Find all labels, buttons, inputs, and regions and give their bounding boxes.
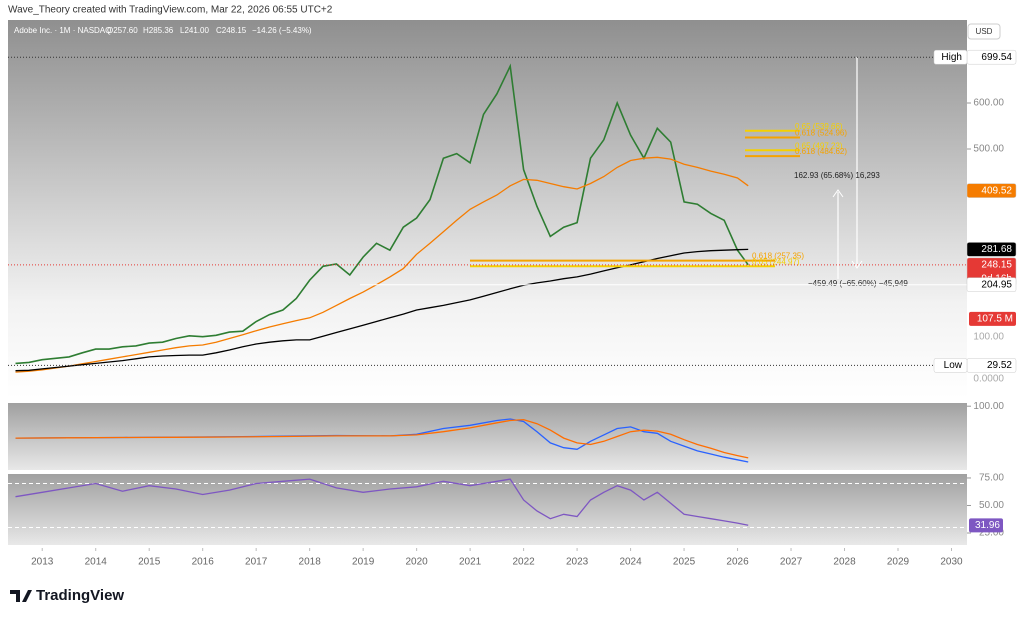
rsi-tag-box bbox=[969, 518, 1003, 533]
measure-label: −459.49 (−65.60%) −45,949 bbox=[808, 279, 908, 288]
price-tag: 699.54 bbox=[981, 52, 1012, 63]
x-tick-label: 2028 bbox=[833, 557, 856, 568]
volume-tag-box bbox=[969, 311, 1016, 326]
y-tick-label: 500.00 bbox=[973, 144, 1004, 155]
price-tag: 281.68 bbox=[981, 244, 1012, 255]
price-tag: 409.52 bbox=[981, 185, 1012, 196]
series-line bbox=[15, 478, 749, 526]
x-tick-label: 2024 bbox=[619, 557, 642, 568]
volume-tick-label: 100.00 bbox=[973, 332, 1004, 343]
x-tick-label: 2013 bbox=[31, 557, 54, 568]
macd-pane bbox=[8, 403, 967, 470]
x-tick-label: 2030 bbox=[940, 557, 963, 568]
y-tick-label: 75.00 bbox=[979, 473, 1004, 484]
fib-label: 0.618 (257.35) bbox=[752, 252, 804, 261]
x-tick-label: 2016 bbox=[192, 557, 215, 568]
close: C248.15 bbox=[216, 26, 247, 35]
x-tick-label: 2019 bbox=[352, 557, 375, 568]
price-tag-box bbox=[966, 183, 1017, 198]
x-tick-label: 2025 bbox=[673, 557, 696, 568]
price-tag-name: High bbox=[941, 52, 962, 63]
fib-label: 0.65 (244.97) bbox=[752, 257, 800, 266]
arrow-head bbox=[832, 189, 844, 198]
fib-label: 0.618 (524.96) bbox=[795, 129, 847, 138]
price-tag: 204.95 bbox=[981, 279, 1012, 290]
low: L241.00 bbox=[180, 26, 209, 35]
price-tag-name-box bbox=[933, 358, 968, 373]
series-line bbox=[15, 418, 749, 459]
price-tag-box bbox=[966, 242, 1017, 257]
fib-label: 0.618 (484.62) bbox=[795, 147, 847, 156]
open: O257.60 bbox=[107, 26, 138, 35]
price-tag-box bbox=[966, 277, 1017, 292]
price-tag: 29.52 bbox=[987, 360, 1012, 371]
x-tick-label: 2021 bbox=[459, 557, 482, 568]
volume-tag: 107.5 M bbox=[977, 313, 1013, 324]
high: H285.36 bbox=[143, 26, 174, 35]
x-tick-label: 2020 bbox=[406, 557, 429, 568]
credit: Wave_Theory created with TradingView.com… bbox=[8, 5, 333, 16]
y-tick-label: 100.00 bbox=[973, 401, 1004, 412]
y-tick-label: 50.00 bbox=[979, 500, 1004, 511]
x-tick-label: 2022 bbox=[512, 557, 535, 568]
x-tick-label: 2026 bbox=[726, 557, 749, 568]
y-tick-label: 25.00 bbox=[979, 528, 1004, 539]
fib-label: 0.65 (497.23) bbox=[795, 141, 843, 150]
x-tick-label: 2023 bbox=[566, 557, 589, 568]
price-tag-name: Low bbox=[944, 360, 963, 371]
series-line bbox=[15, 63, 749, 365]
x-tick-label: 2015 bbox=[138, 557, 161, 568]
price-pane bbox=[8, 20, 967, 398]
fib-label: 0.65 (539.66) bbox=[795, 122, 843, 131]
symbol: Adobe Inc. · 1M · NASDAQ bbox=[14, 26, 111, 35]
brand: TradingView bbox=[36, 587, 124, 604]
series-line bbox=[15, 156, 749, 373]
x-tick-label: 2017 bbox=[245, 557, 268, 568]
x-tick-label: 2027 bbox=[780, 557, 803, 568]
x-tick-label: 2029 bbox=[887, 557, 910, 568]
volume-tick-label: 0.0000 bbox=[973, 374, 1004, 385]
arrow-head bbox=[851, 260, 863, 269]
change: −14.26 (−5.43%) bbox=[252, 26, 312, 35]
rsi-pane bbox=[8, 474, 967, 545]
price-tag: 248.15 bbox=[981, 259, 1012, 270]
currency[interactable]: USD bbox=[976, 27, 993, 36]
rsi-tag: 31.96 bbox=[975, 520, 1000, 531]
logo bbox=[10, 590, 32, 602]
x-tick-label: 2018 bbox=[299, 557, 322, 568]
price-tag-name-box bbox=[933, 49, 968, 65]
currency-box[interactable] bbox=[967, 23, 1001, 40]
measure-label: 162.93 (65.68%) 16,293 bbox=[794, 171, 880, 180]
x-tick-label: 2014 bbox=[85, 557, 108, 568]
y-tick-label: 600.00 bbox=[973, 98, 1004, 109]
